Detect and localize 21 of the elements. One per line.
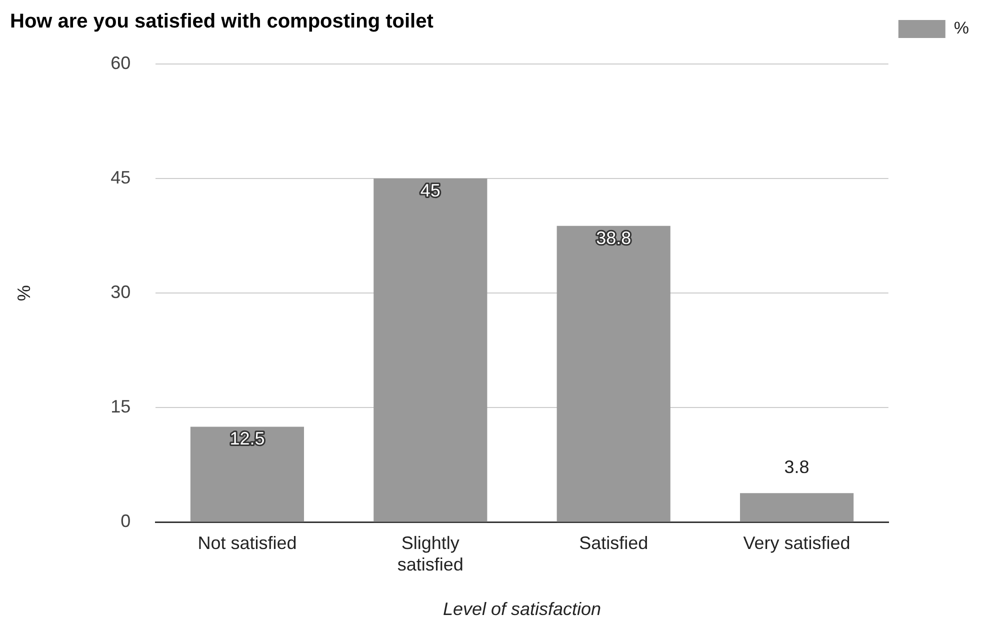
y-tick-label: 0: [120, 511, 131, 532]
legend-label: %: [954, 18, 970, 38]
x-tick-label: Satisfied: [579, 532, 648, 553]
y-tick-label: 15: [110, 396, 131, 417]
x-axis-title: Level of satisfaction: [442, 599, 602, 620]
bar: [190, 426, 304, 522]
chart-title: How are you satisfied with composting toilet: [10, 10, 434, 33]
y-tick-label: 45: [110, 168, 131, 188]
data-label: 3.8: [784, 457, 810, 478]
y-axis-title: %: [14, 285, 34, 302]
data-label: 38.8: [596, 228, 632, 248]
y-tick-label: 60: [110, 52, 131, 73]
y-tick-label: 30: [110, 282, 131, 302]
bar: [374, 178, 488, 522]
data-label: 45: [420, 180, 440, 201]
bar: [556, 226, 670, 522]
data-label: 12.5: [230, 428, 265, 449]
x-tick-label: Slightly satisfied: [397, 532, 464, 575]
x-tick-label: Not satisfied: [198, 532, 297, 553]
bar: [740, 493, 854, 522]
x-tick-label: Very satisfied: [743, 532, 850, 553]
